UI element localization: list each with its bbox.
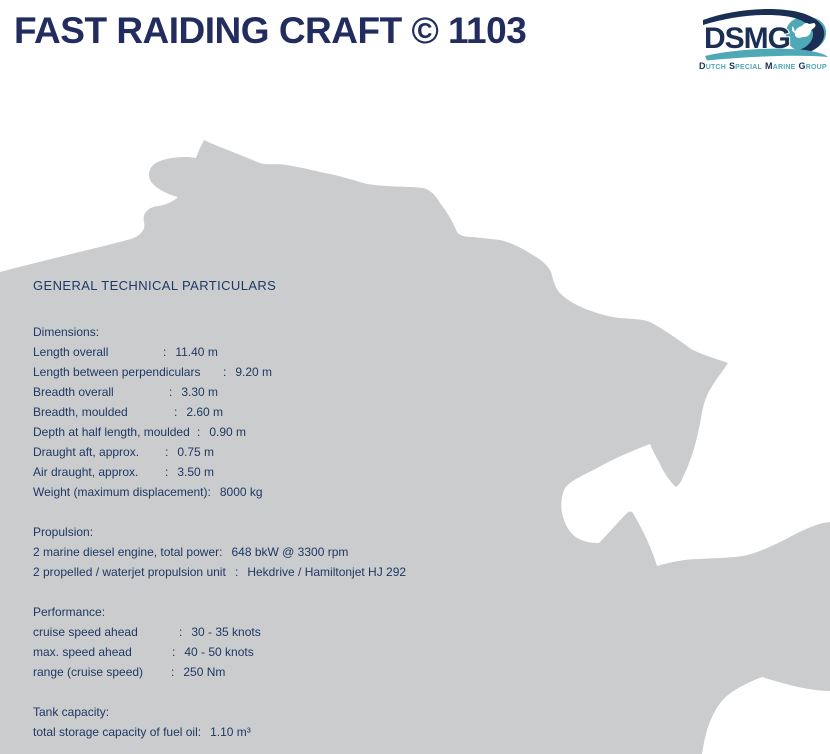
section-title: Propulsion: (33, 525, 94, 539)
logo-subtitle-word: SPECIAL (728, 61, 763, 71)
spec-row: range (cruise speed):250 Nm (33, 662, 406, 682)
spec-value: 0.75 m (177, 445, 215, 459)
spec-value: 0.90 m (209, 425, 247, 439)
spec-label: Draught aft, approx. (33, 445, 140, 459)
logo-subtitle-word: DUTCH (699, 61, 726, 71)
spec-value: 40 - 50 knots (184, 645, 254, 659)
logo-subtitle-word: MARINE (765, 61, 796, 71)
spec-row: cruise speed ahead:30 - 35 knots (33, 622, 406, 642)
spec-label: max. speed ahead (33, 645, 132, 659)
spec-separator: : (197, 725, 202, 739)
spec-label: 2 marine diesel engine, total power (33, 545, 220, 559)
spec-separator: : (235, 565, 239, 579)
spec-row: 2 propelled / waterjet propulsion unit: H… (33, 562, 406, 582)
spec-separator: : (207, 485, 211, 499)
spec-label: Air draught, approx. (33, 465, 139, 479)
spec-separator: : (223, 365, 227, 379)
spec-row: Length between perpendiculars:9.20 m (33, 362, 406, 382)
spec-separator: : (179, 625, 183, 639)
section-title: Dimensions: (33, 325, 100, 339)
dsmg-logo: DSMG DUTCH SPECIAL MARINE GROUP (699, 4, 829, 71)
spec-value: 1.10 m³ (210, 725, 251, 739)
spec-section: Dimensions: Length overall:11.40 m Length … (33, 322, 406, 502)
spec-value: Hekdrive / Hamiltonjet HJ 292 (247, 565, 407, 579)
spec-separator: : (174, 405, 178, 419)
spec-row: Air draught, approx.:3.50 m (33, 462, 406, 482)
spec-row: Length overall:11.40 m (33, 342, 406, 362)
spec-section: Propulsion: 2 marine diesel engine, total… (33, 522, 406, 582)
spec-section: Tank capacity: total storage capacity of … (33, 702, 406, 742)
spec-value: 250 Nm (183, 665, 226, 679)
page-title: FAST RAIDING CRAFT © 1103 (14, 10, 527, 51)
spec-row: 2 marine diesel engine, total power: 648 … (33, 542, 406, 562)
spec-row: max. speed ahead:40 - 50 knots (33, 642, 406, 662)
spec-sections: Dimensions: Length overall:11.40 m Length … (33, 322, 406, 742)
spec-label: Breadth, moulded (33, 405, 128, 419)
spec-value: 3.30 m (181, 385, 219, 399)
spec-value: 11.40 m (175, 345, 218, 359)
spec-value: 3.50 m (177, 465, 215, 479)
spec-row: Breadth overall:3.30 m (33, 382, 406, 402)
section-title: Performance: (33, 605, 106, 619)
spec-label: Length overall (33, 345, 109, 359)
spec-label: Depth at half length, moulded (33, 425, 190, 439)
spec-value: 30 - 35 knots (191, 625, 261, 639)
spec-separator: : (169, 385, 173, 399)
logo-subtitle: DUTCH SPECIAL MARINE GROUP (699, 61, 829, 71)
logo-wave-icon (705, 48, 828, 61)
spec-separator: : (197, 425, 201, 439)
spec-label: Breadth overall (33, 385, 114, 399)
spec-label: total storage capacity of fuel oil (33, 725, 198, 739)
section-title: Tank capacity: (33, 705, 110, 719)
lion-silhouette-shape (0, 140, 830, 754)
spec-value: 2.60 m (186, 405, 224, 419)
spec-row: Draught aft, approx.:0.75 m (33, 442, 406, 462)
spec-separator: : (172, 645, 176, 659)
spec-label: 2 propelled / waterjet propulsion unit (33, 565, 226, 579)
spec-row: Depth at half length, moulded:0.90 m (33, 422, 406, 442)
technical-particulars: GENERAL TECHNICAL PARTICULARS Dimensions… (33, 276, 406, 742)
spec-separator: : (165, 445, 169, 459)
spec-value: 9.20 m (235, 365, 273, 379)
spec-separator: : (219, 545, 223, 559)
spec-row: Breadth, moulded:2.60 m (33, 402, 406, 422)
logo-subtitle-word: GROUP (798, 61, 827, 71)
spec-separator: : (171, 665, 175, 679)
logo-acronym: DSMG (704, 22, 790, 55)
spec-label: range (cruise speed) (33, 665, 144, 679)
spec-separator: : (165, 465, 169, 479)
logo-swoosh-icon (703, 9, 825, 55)
logo-lion-icon (791, 22, 816, 38)
spec-label: cruise speed ahead (33, 625, 138, 639)
spec-value: 648 bkW @ 3300 rpm (231, 545, 349, 559)
spec-row: Weight (maximum displacement): 8000 kg (33, 482, 406, 502)
dsmg-logo-graphic: DSMG (703, 9, 828, 61)
spec-label: Weight (maximum displacement) (33, 485, 208, 499)
spec-separator: : (163, 345, 167, 359)
spec-value: 8000 kg (219, 485, 263, 499)
spec-row: total storage capacity of fuel oil: 1.10 … (33, 722, 406, 742)
spec-section: Performance: cruise speed ahead:30 - 35 k… (33, 602, 406, 682)
spec-label: Length between perpendiculars (33, 365, 201, 379)
page-heading: GENERAL TECHNICAL PARTICULARS (33, 278, 277, 293)
